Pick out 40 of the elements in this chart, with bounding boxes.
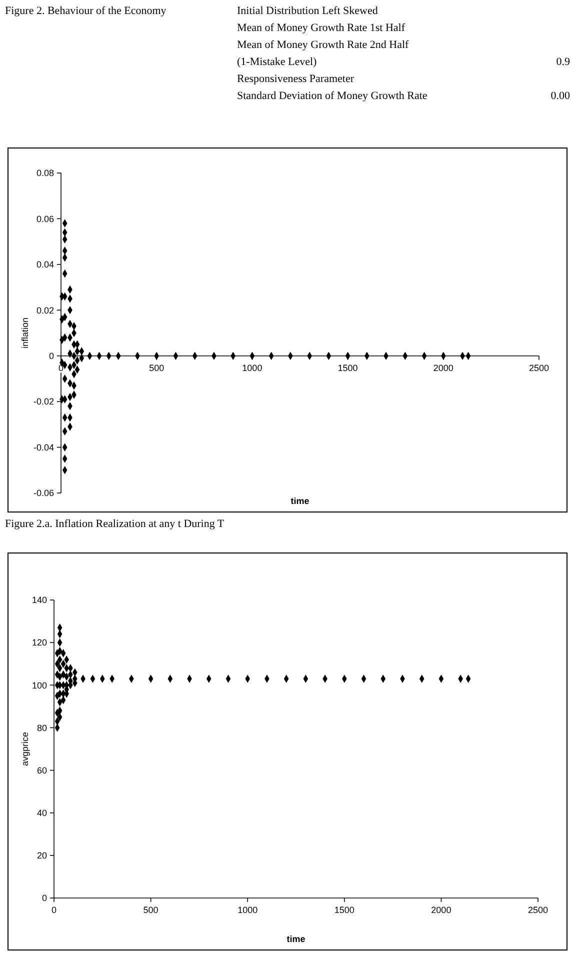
- y-tick-label: -0.02: [33, 396, 54, 407]
- x-tick-label: 2000: [433, 362, 454, 373]
- x-tick-label: 1000: [238, 905, 258, 915]
- x-tick-label: 2500: [528, 905, 548, 915]
- y-tick-label: 0: [48, 351, 54, 362]
- y-tick-label: -0.04: [33, 442, 54, 452]
- text: Standard Deviation of Money Growth Rate: [237, 90, 428, 102]
- x-tick-label: 1500: [338, 362, 358, 373]
- x-tick-label: 2000: [431, 905, 452, 915]
- y-tick-label: 0.04: [36, 260, 54, 270]
- text: Initial Distribution Left Skewed: [237, 5, 378, 17]
- x-axis-title: time: [286, 934, 306, 944]
- y-axis-title: avgprice: [20, 732, 30, 766]
- y-tick-label: 140: [32, 595, 47, 606]
- chart-title: Figure 2. Behaviour of the Economy: [5, 5, 167, 17]
- y-tick-label: 120: [32, 638, 47, 648]
- y-tick-label: -0.06: [33, 488, 54, 498]
- y-tick-label: 60: [36, 765, 47, 776]
- x-axis-title: time: [290, 496, 310, 506]
- text: (1-Mistake Level): [237, 56, 318, 68]
- x-tick-label: 500: [143, 905, 158, 915]
- x-tick-label: 1500: [334, 905, 354, 915]
- text: 0.9: [556, 56, 570, 68]
- y-tick-label: 80: [36, 722, 47, 733]
- caption: Figure 2.a. Inflation Realization at any t During T: [5, 518, 224, 530]
- y-tick-label: 0.08: [36, 168, 54, 178]
- y-tick-label: 40: [36, 808, 47, 818]
- x-tick-label: 1000: [242, 362, 262, 373]
- text: Responsiveness Parameter: [237, 73, 354, 85]
- y-tick-label: 20: [36, 850, 47, 861]
- y-axis-title: inflation: [20, 317, 30, 349]
- y-tick-label: 0.06: [36, 214, 54, 224]
- y-tick-label: 0.02: [36, 305, 54, 316]
- text: Mean of Money Growth Rate 1st Half: [237, 22, 406, 34]
- x-tick-label: 2500: [528, 362, 550, 373]
- x-tick-label: 500: [149, 362, 164, 373]
- y-tick-label: 100: [32, 680, 47, 690]
- y-tick-label: 0: [42, 893, 47, 904]
- text: 0.00: [550, 90, 570, 102]
- text: Mean of Money Growth Rate 2nd Half: [237, 39, 410, 51]
